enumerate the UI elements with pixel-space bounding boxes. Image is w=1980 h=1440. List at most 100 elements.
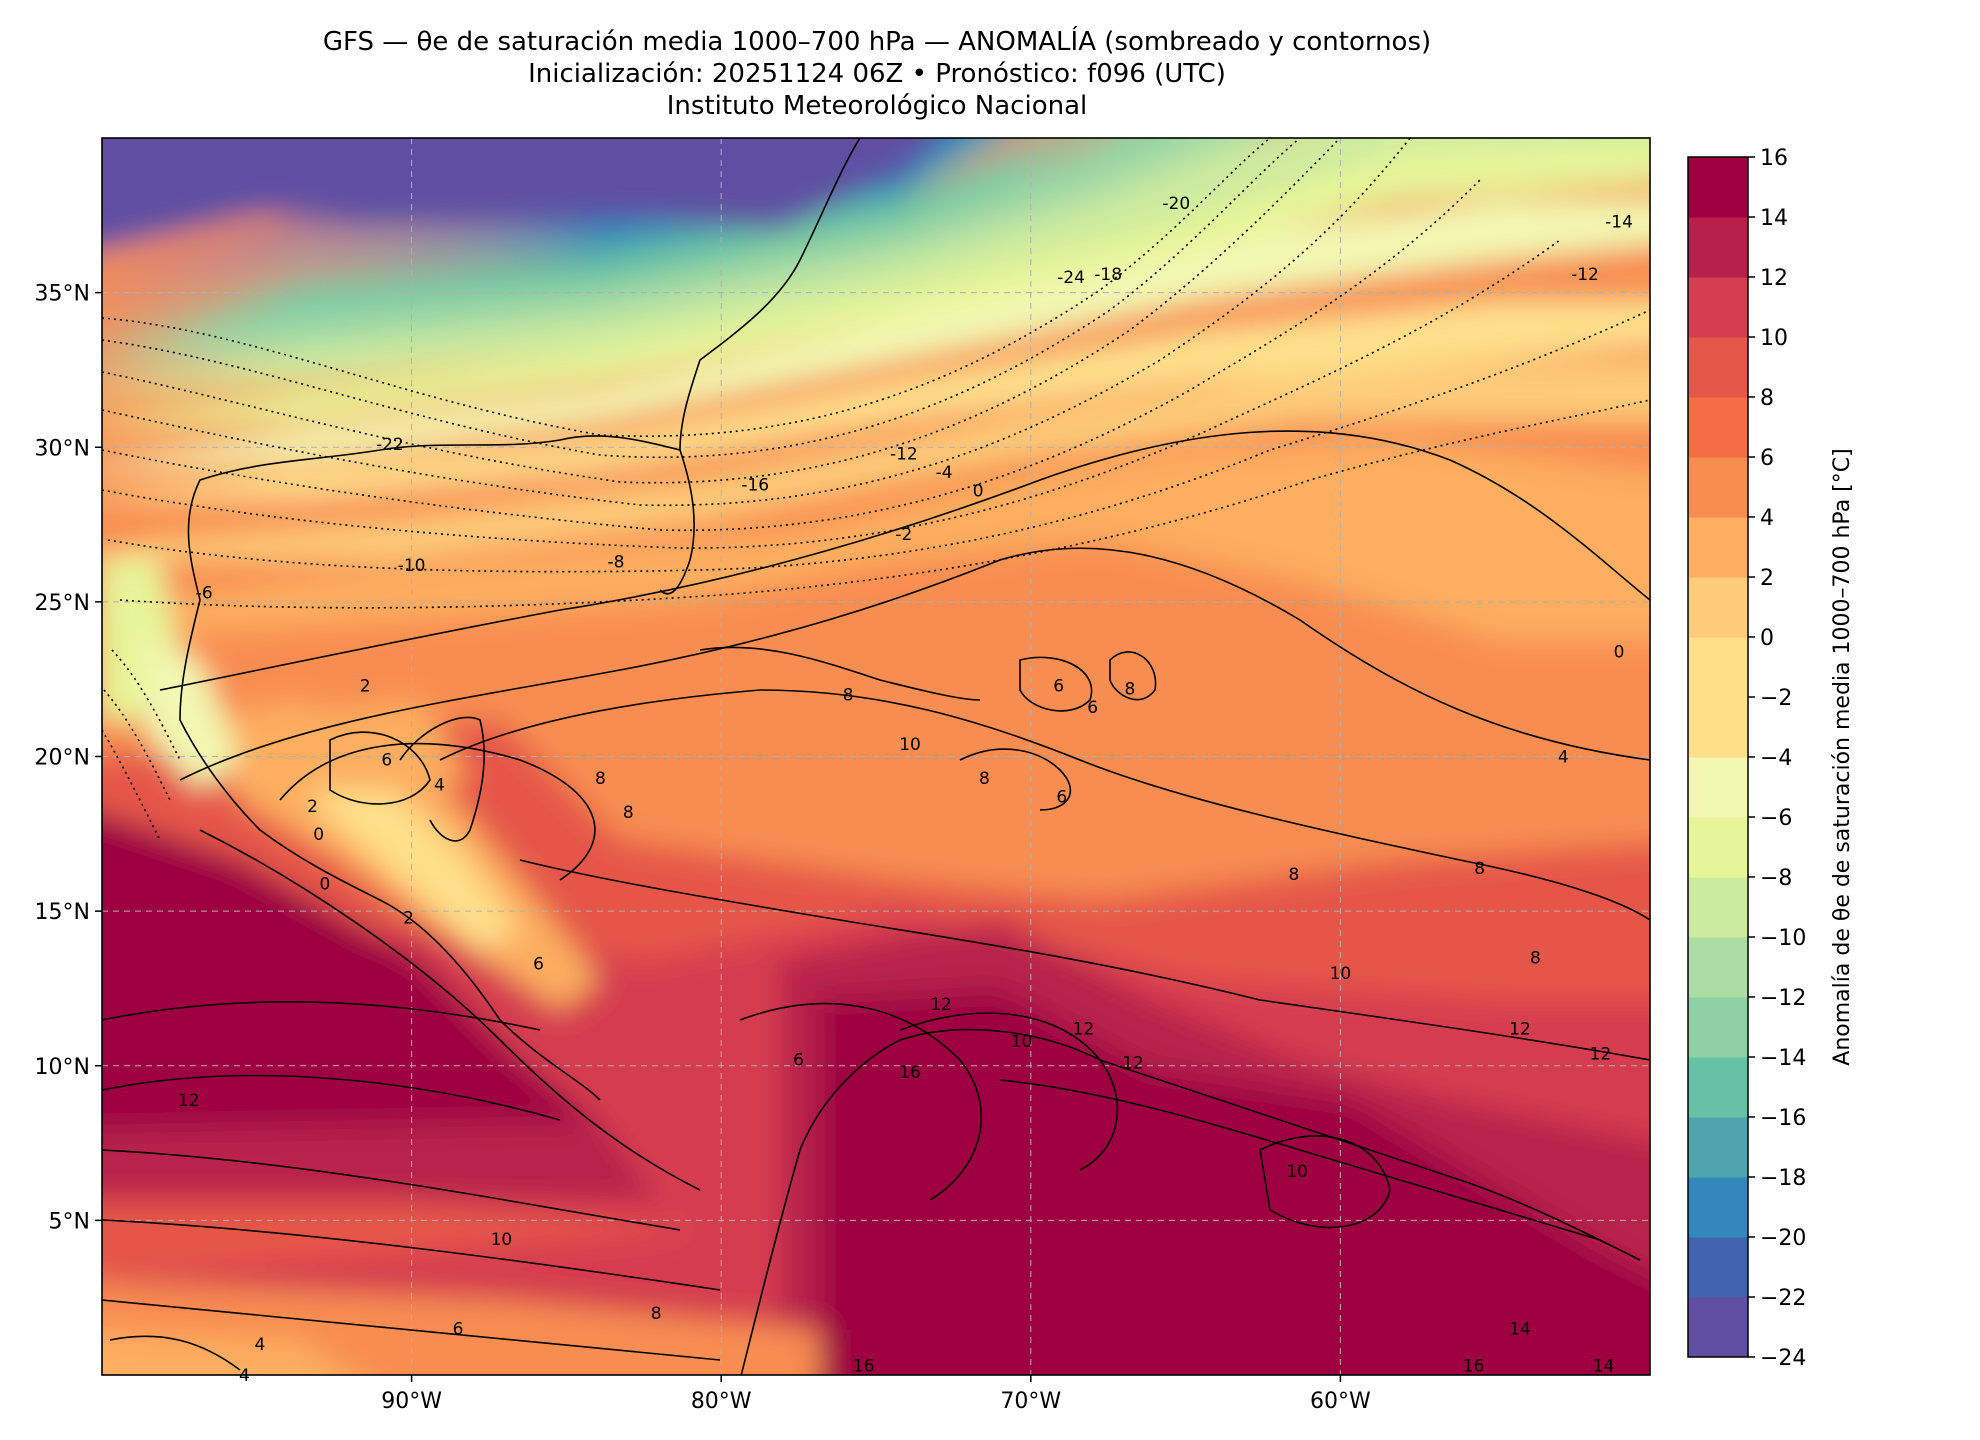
contour-label: 8 bbox=[623, 803, 634, 823]
contour-label: 6 bbox=[453, 1320, 464, 1340]
map-title: GFS — θe de saturación media 1000–700 hP… bbox=[322, 27, 1432, 57]
colorbar-tick-label: −16 bbox=[1760, 1106, 1806, 1131]
contour-label: 8 bbox=[843, 686, 854, 706]
lon-tick-label: 60°W bbox=[1310, 1389, 1371, 1414]
contour-label: 6 bbox=[381, 751, 392, 771]
contour-label: 6 bbox=[1056, 788, 1067, 808]
contour-label: 2 bbox=[403, 908, 414, 928]
lat-tick-label: 30°N bbox=[35, 436, 90, 461]
colorbar-swatch bbox=[1688, 757, 1748, 818]
colorbar-title: Anomalía de θe de saturación media 1000–… bbox=[1830, 448, 1855, 1065]
lon-tick-label: 90°W bbox=[381, 1389, 442, 1414]
contour-label: 10 bbox=[1330, 964, 1352, 984]
contour-label: 6 bbox=[533, 955, 544, 975]
colorbar-tick-label: −2 bbox=[1760, 686, 1792, 711]
colorbar-tick-label: −12 bbox=[1760, 986, 1806, 1011]
contour-label: 12 bbox=[1122, 1054, 1144, 1074]
map-panel bbox=[102, 138, 1650, 1375]
contour-label: 16 bbox=[853, 1357, 875, 1377]
positive-contours bbox=[102, 430, 1650, 1371]
colorbar-swatch bbox=[1688, 637, 1748, 698]
lat-tick-label: 5°N bbox=[49, 1209, 90, 1234]
colorbar-swatch bbox=[1688, 697, 1748, 758]
lat-tick-label: 35°N bbox=[35, 282, 90, 307]
contour-label: 16 bbox=[1463, 1357, 1485, 1377]
contour-label: 8 bbox=[1530, 949, 1541, 969]
contour-label: 16 bbox=[899, 1063, 921, 1083]
contour-label: -24 bbox=[1057, 268, 1085, 288]
colorbar-swatch bbox=[1688, 877, 1748, 938]
contour-label: 6 bbox=[793, 1051, 804, 1071]
contour-label: -2 bbox=[895, 525, 912, 545]
colorbar-swatch bbox=[1688, 1237, 1748, 1298]
contour-label: 4 bbox=[239, 1366, 250, 1386]
contour-label: 0 bbox=[319, 874, 330, 894]
colorbar-swatch bbox=[1688, 397, 1748, 458]
contour-label: -12 bbox=[890, 444, 918, 464]
contour-labels: -22-24-20-18-16-12-10 -8-6-2-400264028881… bbox=[178, 194, 1633, 1386]
colorbar-tick-label: 12 bbox=[1760, 266, 1788, 291]
colorbar-swatch bbox=[1688, 1297, 1748, 1358]
contour-label: 14 bbox=[1509, 1320, 1531, 1340]
lat-tick-label: 20°N bbox=[35, 746, 90, 771]
contour-label: -12 bbox=[1571, 265, 1599, 285]
contour-label: 4 bbox=[254, 1335, 265, 1355]
colorbar-swatch bbox=[1688, 577, 1748, 638]
contour-label: 8 bbox=[651, 1304, 662, 1324]
colorbar-swatch bbox=[1688, 1177, 1748, 1238]
contour-label: 8 bbox=[1474, 859, 1485, 879]
contour-label: -8 bbox=[607, 553, 624, 573]
colorbar-tick-label: −24 bbox=[1760, 1346, 1806, 1371]
contour-label: -6 bbox=[196, 584, 213, 604]
axis-ticks: 90°W 80°W 70°W 60°W35°N30°N25°N20°N15°N10°N… bbox=[35, 282, 1371, 1414]
contour-label: 12 bbox=[1590, 1044, 1612, 1064]
contour-label: -10 bbox=[398, 556, 426, 576]
colorbar-tick-label: 14 bbox=[1760, 206, 1788, 231]
colorbar-swatch bbox=[1688, 157, 1748, 218]
contour-label: 2 bbox=[360, 676, 371, 696]
anomaly-shading bbox=[102, 138, 1650, 1375]
colorbar-swatch bbox=[1688, 217, 1748, 278]
contour-label: 6 bbox=[1053, 676, 1064, 696]
contour-label: 12 bbox=[1073, 1020, 1095, 1040]
colorbar-tick-label: 0 bbox=[1760, 626, 1774, 651]
colorbar-tick-label: 4 bbox=[1760, 506, 1774, 531]
colorbar-tick-label: −4 bbox=[1760, 746, 1792, 771]
contour-label: 12 bbox=[178, 1091, 200, 1111]
colorbar-swatch bbox=[1688, 1057, 1748, 1118]
contour-label: -22 bbox=[376, 435, 404, 455]
contour-label: 12 bbox=[1509, 1020, 1531, 1040]
contour-label: 8 bbox=[1124, 679, 1135, 699]
coastlines bbox=[179, 138, 1641, 1375]
map-subtitle: Inicialización: 20251124 06Z • Pronóstic… bbox=[528, 59, 1226, 89]
negative-contours bbox=[102, 138, 1650, 841]
colorbar-tick-label: 8 bbox=[1760, 386, 1774, 411]
colorbar-swatch bbox=[1688, 937, 1748, 998]
colorbar-swatch bbox=[1688, 997, 1748, 1058]
lat-tick-label: 10°N bbox=[35, 1055, 90, 1080]
contour-label: 10 bbox=[899, 735, 921, 755]
contour-label: -14 bbox=[1605, 212, 1633, 232]
lat-tick-label: 15°N bbox=[35, 900, 90, 925]
colorbar-swatch bbox=[1688, 277, 1748, 338]
lon-tick-label: 80°W bbox=[691, 1389, 752, 1414]
contour-label: 8 bbox=[1289, 865, 1300, 885]
graticule bbox=[102, 138, 1650, 1375]
contour-label: 4 bbox=[1558, 748, 1569, 768]
contour-label: 10 bbox=[491, 1230, 513, 1250]
colorbar-swatch bbox=[1688, 1117, 1748, 1178]
colorbar-tick-label: 2 bbox=[1760, 566, 1774, 591]
contour-label: 14 bbox=[1593, 1357, 1615, 1377]
contour-label: 10 bbox=[1286, 1162, 1308, 1182]
colorbar-tick-label: 10 bbox=[1760, 326, 1788, 351]
contour-label: 0 bbox=[313, 825, 324, 845]
colorbar-swatch bbox=[1688, 517, 1748, 578]
contour-label: -20 bbox=[1162, 194, 1190, 214]
colorbar-swatch bbox=[1688, 457, 1748, 518]
colorbar-tick-label: −8 bbox=[1760, 866, 1792, 891]
contour-label: -18 bbox=[1094, 265, 1122, 285]
title-block: GFS — θe de saturación media 1000–700 hP… bbox=[102, 26, 1652, 122]
colorbar-tick-label: −18 bbox=[1760, 1166, 1806, 1191]
colorbar-tick-label: 6 bbox=[1760, 446, 1774, 471]
